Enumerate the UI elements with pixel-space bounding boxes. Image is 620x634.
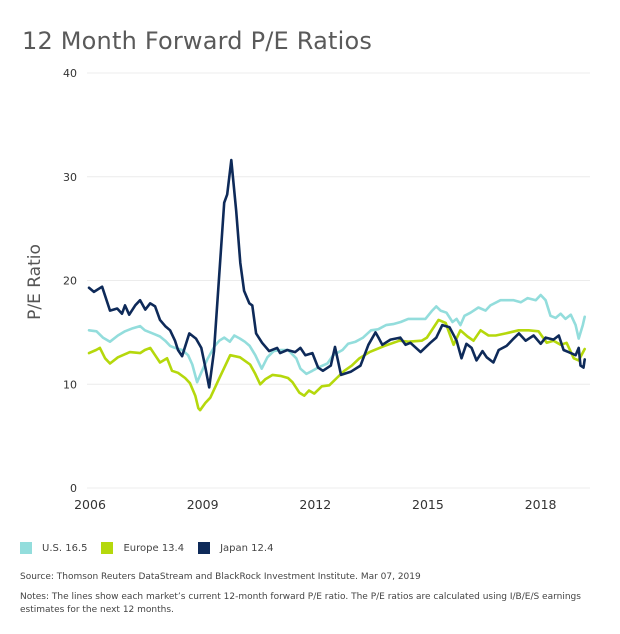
y-tick-label: 20 (63, 275, 77, 288)
series-lines (87, 158, 586, 412)
legend-label-europe: Europe 13.4 (123, 542, 185, 554)
series-line-europe (87, 318, 586, 412)
series-line-japan (87, 158, 586, 389)
pe-ratio-line-chart: P/E Ratio 0 10 20 30 40 2006 2009 2012 2015 2018 (25, 67, 590, 512)
x-tick-label: 2009 (187, 497, 219, 512)
legend-item-japan[interactable]: Japan 12.4 (198, 542, 273, 554)
chart-title: 12 Month Forward P/E Ratios (22, 27, 373, 55)
y-axis-label: P/E Ratio (25, 244, 45, 320)
legend: U.S. 16.5 Europe 13.4 Japan 12.4 (20, 542, 287, 554)
y-axis-ticks: 0 10 20 30 40 (63, 67, 77, 495)
chart-notes: Notes: The lines show each market’s curr… (20, 592, 581, 615)
legend-item-europe[interactable]: Europe 13.4 (101, 542, 184, 554)
x-axis-ticks: 2006 2009 2012 2015 2018 (74, 497, 556, 512)
gridlines (87, 72, 590, 489)
legend-swatch-europe (101, 542, 114, 554)
y-tick-label: 30 (63, 171, 77, 184)
legend-label-japan: Japan 12.4 (220, 542, 274, 554)
x-tick-label: 2006 (74, 497, 106, 512)
source-note: Source: Thomson Reuters DataStream and B… (20, 572, 421, 582)
y-tick-label: 40 (63, 67, 77, 80)
legend-swatch-us (20, 542, 32, 554)
x-tick-label: 2015 (412, 497, 444, 512)
legend-label-us: U.S. 16.5 (42, 542, 88, 554)
x-tick-label: 2012 (299, 497, 331, 512)
x-tick-label: 2018 (525, 497, 557, 512)
series-line-us (87, 293, 586, 384)
y-tick-label: 10 (63, 378, 77, 391)
legend-item-us[interactable]: U.S. 16.5 (20, 542, 87, 554)
y-tick-label: 0 (70, 482, 77, 495)
legend-swatch-japan (198, 542, 211, 554)
